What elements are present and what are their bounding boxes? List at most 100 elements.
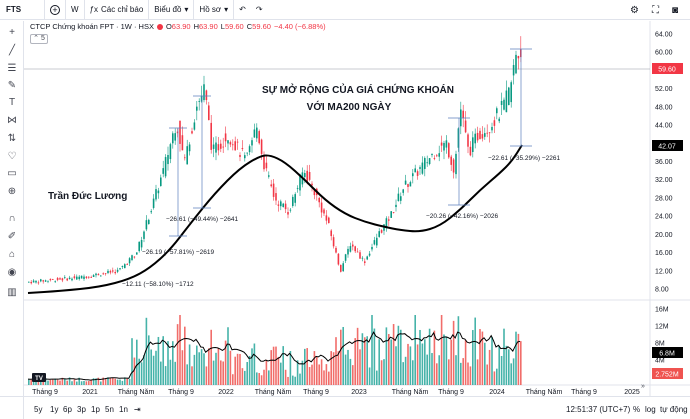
- lock-tool[interactable]: ⌂: [3, 247, 21, 261]
- candle-body: [472, 137, 474, 153]
- measure-tool[interactable]: ▭: [3, 166, 21, 180]
- period-1y[interactable]: 1y: [50, 405, 59, 414]
- period-5d[interactable]: 5n: [105, 405, 114, 414]
- price-tick-label: 64.00: [655, 32, 673, 39]
- candle-body: [258, 131, 260, 144]
- candle-body: [433, 158, 436, 160]
- candle-body: [268, 175, 270, 177]
- volume-bar: [445, 336, 448, 385]
- volume-bar: [352, 365, 354, 385]
- candle-body: [280, 201, 282, 207]
- period-1d[interactable]: 1n: [119, 405, 128, 414]
- volume-bar: [306, 348, 308, 385]
- candle-body: [500, 100, 503, 105]
- candle-body: [421, 162, 424, 174]
- scroll-right-icon[interactable]: »: [641, 383, 645, 390]
- annotation-title-line1: SỰ MỞ RỘNG CỦA GIÁ CHỨNG KHOÁN: [262, 83, 454, 96]
- volume-bar: [97, 377, 100, 385]
- undo-button[interactable]: ↶: [233, 0, 251, 20]
- fib-tool[interactable]: ☰: [3, 61, 21, 75]
- date-range-icon[interactable]: ⇥: [134, 405, 141, 414]
- percent-toggle[interactable]: %: [633, 405, 641, 414]
- time-tick-label: Tháng Năm: [392, 389, 429, 396]
- candle-body: [311, 183, 313, 186]
- legend-header: CTCP Chứng khoán FPT · 1W · HSX O63.90 H…: [30, 22, 326, 31]
- candle-body: [128, 258, 131, 264]
- crosshair-tool[interactable]: +: [3, 25, 21, 39]
- candle-body: [215, 142, 217, 153]
- time-tick-label: 2021: [82, 389, 98, 396]
- profile-button[interactable]: Hồ sơ ▾: [193, 0, 233, 20]
- volume-bar: [28, 379, 30, 385]
- time-tick-label: 2022: [218, 389, 234, 396]
- indicator-collapse-button[interactable]: ⌃ 5: [30, 34, 48, 44]
- price-tick-label: 12.00: [655, 268, 673, 275]
- candle-body: [508, 87, 510, 106]
- redo-button[interactable]: ↷: [251, 0, 268, 20]
- time-axis[interactable]: Tháng 9 2021 Tháng Năm Tháng 9 2022 Tháng Năm…: [32, 389, 640, 396]
- volume-bar: [416, 344, 419, 385]
- period-6m[interactable]: 6p: [63, 405, 72, 414]
- volume-bar: [35, 379, 37, 385]
- candle-body: [160, 177, 162, 187]
- chart-type-button[interactable]: Biểu đồ ▾: [148, 0, 193, 20]
- trendline-tool[interactable]: ╱: [3, 43, 21, 57]
- pattern-tool[interactable]: ⋈: [3, 113, 21, 127]
- volume-bar: [155, 350, 157, 385]
- interval-button[interactable]: W: [65, 0, 84, 20]
- auto-toggle[interactable]: tự động: [660, 405, 688, 414]
- candle-body: [448, 143, 450, 158]
- volume-bar: [169, 359, 172, 385]
- log-toggle[interactable]: log: [645, 405, 656, 414]
- indicators-button[interactable]: ƒx Các chỉ báo: [83, 0, 149, 20]
- candle-body: [270, 184, 272, 187]
- candle-body: [318, 197, 320, 203]
- settings-button[interactable]: ⚙: [630, 0, 639, 20]
- volume-bar: [176, 324, 179, 385]
- candle-body: [400, 196, 402, 201]
- candle-body: [361, 257, 364, 259]
- favorites-tool[interactable]: ♡: [3, 149, 21, 163]
- add-symbol-button[interactable]: +: [44, 0, 65, 20]
- period-1m[interactable]: 1p: [91, 405, 100, 414]
- candle-body: [155, 189, 157, 200]
- volume-bar: [263, 369, 265, 385]
- text-tool[interactable]: T: [3, 95, 21, 109]
- period-3m[interactable]: 3p: [77, 405, 86, 414]
- stay-drawing-tool[interactable]: ✐: [3, 229, 21, 243]
- symbol-search[interactable]: FTS: [6, 5, 22, 14]
- volume-bar: [292, 375, 294, 385]
- snapshot-button[interactable]: ◙: [672, 0, 678, 20]
- price-tick-label: 28.00: [655, 195, 673, 202]
- volume-bar: [301, 360, 304, 385]
- volume-axis[interactable]: 16M 12M 8M 4M: [655, 307, 669, 365]
- candle-body: [265, 162, 268, 169]
- candle-body: [510, 82, 512, 103]
- price-chart[interactable]: SỰ MỞ RỘNG CỦA GIÁ CHỨNG KHOÁN VỚI MA200…: [0, 0, 690, 396]
- candle-body: [467, 134, 469, 147]
- zoom-tool[interactable]: ⊕: [3, 184, 21, 198]
- volume-bar: [508, 349, 510, 385]
- volume-bar: [421, 343, 424, 385]
- candle-body: [212, 144, 215, 149]
- volume-bar: [503, 328, 505, 385]
- remove-tool[interactable]: ▥: [3, 285, 21, 299]
- clock-label[interactable]: 12:51:37 (UTC+7): [566, 405, 631, 414]
- candle-body: [371, 246, 373, 250]
- period-5y[interactable]: 5y: [34, 405, 43, 414]
- volume-bar: [179, 315, 181, 385]
- volume-bar: [68, 377, 71, 385]
- candle-body: [61, 278, 64, 281]
- projection-tool[interactable]: ⇅: [3, 131, 21, 145]
- volume-bar: [268, 370, 270, 385]
- candle-body: [49, 278, 52, 281]
- fullscreen-button[interactable]: ⛶: [652, 0, 659, 20]
- volume-bar: [210, 329, 212, 385]
- candle-body: [97, 274, 100, 276]
- volume-bar: [498, 345, 500, 385]
- candle-body: [385, 218, 388, 229]
- hide-tool[interactable]: ◉: [3, 265, 21, 279]
- brush-tool[interactable]: ✎: [3, 78, 21, 92]
- time-tick-label: Tháng 9: [168, 389, 194, 396]
- magnet-tool[interactable]: ∩: [3, 211, 21, 225]
